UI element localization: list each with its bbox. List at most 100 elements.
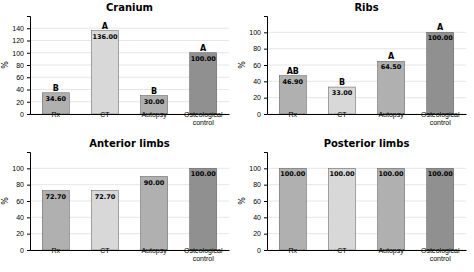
y-tick-label: 80 [16, 181, 24, 188]
grid [267, 168, 466, 250]
bars [279, 168, 453, 250]
y-tick-mark [27, 102, 30, 103]
x-tick-label: Rx [52, 247, 61, 254]
x-tick-label-line: Autopsy [378, 247, 404, 255]
x-tick: CT [337, 111, 347, 118]
y-tick-mark [264, 250, 267, 251]
y-axis-title: % [1, 197, 10, 205]
y-axis-line [264, 17, 268, 115]
annotation: B [53, 84, 59, 93]
annotation: B [151, 87, 157, 96]
bar [378, 61, 405, 114]
labels: 100.00100.00100.00100.00 [280, 170, 453, 178]
x-tick-label: Autopsy [141, 111, 167, 119]
y-axis-title: % [1, 61, 10, 69]
y-tick-mark [264, 65, 267, 66]
grid-line [30, 40, 229, 41]
y-tick: 80 [16, 62, 30, 69]
y-tick-label: 40 [16, 86, 24, 93]
y-axis-line [264, 153, 268, 251]
panel: 020406080100RxCTAutopsyOsteologicalcontr… [238, 2, 467, 126]
y-tick-mark [27, 41, 30, 42]
y-tick-mark [264, 32, 267, 33]
grid [267, 32, 466, 114]
x-tick: Autopsy [141, 111, 167, 119]
data-label: 100.00 [280, 170, 306, 178]
panel: 020406080100RxCTAutopsyOsteologicalcontr… [1, 138, 230, 262]
annotation: A [388, 52, 395, 61]
x-tick-label-line: Rx [289, 111, 298, 118]
y-tick-label: 40 [16, 214, 24, 221]
y-tick-label: 140 [12, 25, 24, 32]
y-tick-mark [264, 81, 267, 82]
y-tick: 100 [249, 29, 267, 36]
x-tick: Rx [52, 247, 61, 254]
x-tick-label: Autopsy [141, 247, 167, 255]
data-label: 64.50 [381, 63, 402, 71]
bar [141, 177, 168, 251]
annotation: B [339, 78, 345, 87]
y-tick-mark [27, 234, 30, 235]
y-tick: 80 [16, 181, 30, 188]
x-tick: Rx [289, 111, 298, 118]
annotation: A [437, 23, 444, 32]
x-tick-label-line: Rx [52, 111, 61, 118]
labels: 72.7072.7090.00100.00 [46, 170, 217, 200]
y-tick: 120 [12, 37, 30, 44]
x-tick: Autopsy [378, 111, 404, 119]
x-tick-label: CT [100, 247, 110, 254]
annotation: A [200, 44, 207, 53]
annotation: AB [287, 67, 299, 76]
y-tick: 0 [20, 247, 30, 254]
title: Cranium [106, 2, 153, 13]
x-tick: Autopsy [141, 247, 167, 255]
y-axis: 020406080100 [249, 17, 267, 118]
data-label: 100.00 [428, 170, 454, 178]
y-tick-label: 100 [249, 29, 261, 36]
data-label: 30.00 [144, 98, 165, 106]
y-tick-mark [264, 49, 267, 50]
data-label: 46.90 [283, 78, 304, 86]
y-tick-label: 80 [253, 181, 261, 188]
x-tick-label: Osteologicalcontrol [421, 247, 460, 262]
title: Ribs [354, 2, 378, 13]
x-axis: RxCTAutopsyOsteologicalcontrol [31, 247, 230, 262]
y-tick: 0 [257, 247, 267, 254]
y-tick: 80 [253, 45, 267, 52]
x-tick: CT [100, 247, 110, 254]
x-axis: Rx CT Autopsy Osteologicalcontrol [31, 111, 230, 126]
y-tick: 100 [249, 165, 267, 172]
x-tick: Osteologicalcontrol [184, 111, 223, 126]
y-tick-mark [27, 250, 30, 251]
x-tick-label-line: CT [100, 111, 110, 118]
bars [42, 168, 216, 250]
x-tick-label-line: control [430, 255, 451, 262]
x-tick-label-line: Rx [52, 247, 61, 254]
x-tick-label-line: CT [100, 247, 110, 254]
data-label: 34.60 [46, 95, 67, 103]
x-tick-label-line: Rx [289, 247, 298, 254]
annotation: A [102, 22, 109, 31]
x-tick: Osteologicalcontrol [421, 111, 460, 126]
y-tick-label: 100 [12, 165, 24, 172]
y-tick-label: 60 [253, 62, 261, 69]
data-label: 100.00 [379, 170, 405, 178]
y-axis: 020406080100 [249, 153, 267, 254]
y-tick-mark [27, 114, 30, 115]
x-tick-label: Rx [289, 111, 298, 118]
y-tick-label: 20 [16, 230, 24, 237]
y-tick: 40 [253, 214, 267, 221]
y-tick-mark [264, 201, 267, 202]
y-axis-title: % [238, 197, 247, 205]
y-tick-mark [27, 217, 30, 218]
y-axis: 020406080100 [12, 153, 30, 254]
x-tick: CT [337, 247, 347, 254]
y-tick-mark [264, 168, 267, 169]
y-axis: 020406080100120140 [12, 17, 30, 118]
y-tick-mark [264, 217, 267, 218]
y-tick: 40 [16, 86, 30, 93]
x-tick-label: Rx [289, 247, 298, 254]
x-tick-label: Osteologicalcontrol [421, 111, 460, 126]
x-tick: Autopsy [378, 247, 404, 255]
figure: 0 20 40 60 80 100 120 140 Rx CT Autopsy Osteologica… [0, 0, 474, 272]
